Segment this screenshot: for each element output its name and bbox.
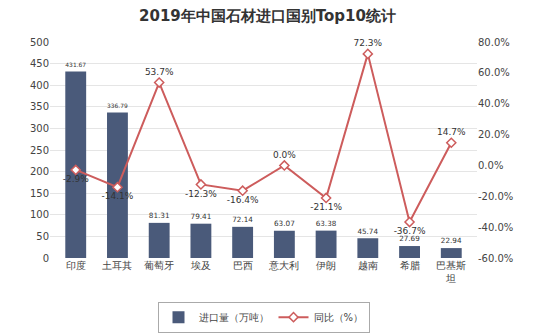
svg-text:印度: 印度 bbox=[66, 260, 86, 271]
svg-text:300: 300 bbox=[30, 123, 49, 134]
svg-text:50: 50 bbox=[36, 231, 49, 242]
svg-text:22.94: 22.94 bbox=[441, 236, 462, 245]
svg-text:-12.3%: -12.3% bbox=[185, 189, 217, 199]
svg-text:-21.1%: -21.1% bbox=[310, 202, 342, 212]
svg-text:0: 0 bbox=[43, 253, 49, 264]
svg-text:意大利: 意大利 bbox=[268, 260, 299, 271]
svg-text:150: 150 bbox=[30, 188, 49, 199]
svg-text:越南: 越南 bbox=[358, 260, 378, 271]
svg-text:-16.4%: -16.4% bbox=[227, 195, 259, 205]
svg-text:100: 100 bbox=[30, 209, 49, 220]
svg-text:72.14: 72.14 bbox=[232, 215, 253, 224]
svg-text:埃及: 埃及 bbox=[190, 260, 211, 271]
svg-text:336.79: 336.79 bbox=[107, 103, 128, 109]
svg-text:53.7%: 53.7% bbox=[145, 67, 174, 77]
svg-text:20.0%: 20.0% bbox=[478, 129, 510, 140]
svg-text:500: 500 bbox=[30, 37, 49, 48]
svg-text:81.31: 81.31 bbox=[149, 211, 170, 220]
svg-text:-20.0%: -20.0% bbox=[478, 191, 513, 202]
svg-text:伊朗: 伊朗 bbox=[316, 260, 336, 271]
svg-text:450: 450 bbox=[30, 58, 49, 69]
svg-text:80.0%: 80.0% bbox=[478, 37, 510, 48]
svg-text:希腊: 希腊 bbox=[400, 260, 420, 271]
svg-text:-2.9%: -2.9% bbox=[63, 174, 90, 184]
svg-text:-60.0%: -60.0% bbox=[478, 253, 513, 264]
svg-text:葡萄牙: 葡萄牙 bbox=[144, 260, 174, 271]
svg-text:72.3%: 72.3% bbox=[354, 38, 383, 48]
svg-text:-14.1%: -14.1% bbox=[102, 191, 134, 201]
svg-text:巴基斯坦: 巴基斯坦 bbox=[436, 260, 466, 284]
svg-text:431.67: 431.67 bbox=[65, 61, 86, 68]
svg-text:0.0%: 0.0% bbox=[273, 150, 296, 160]
svg-text:40.0%: 40.0% bbox=[478, 98, 510, 109]
svg-text:进口量（万吨）: 进口量（万吨） bbox=[199, 312, 269, 323]
svg-text:27.69: 27.69 bbox=[399, 234, 420, 243]
svg-text:400: 400 bbox=[30, 80, 49, 91]
svg-text:-40.0%: -40.0% bbox=[478, 222, 513, 233]
svg-text:土耳其: 土耳其 bbox=[102, 260, 132, 271]
svg-text:2019年中国石材进口国别Top10统计: 2019年中国石材进口国别Top10统计 bbox=[139, 7, 396, 25]
svg-text:200: 200 bbox=[30, 166, 49, 177]
svg-text:60.0%: 60.0% bbox=[478, 67, 510, 78]
svg-text:14.7%: 14.7% bbox=[437, 127, 466, 137]
svg-text:巴西: 巴西 bbox=[233, 260, 253, 271]
svg-text:79.41: 79.41 bbox=[191, 212, 212, 221]
svg-text:同比（%）: 同比（%） bbox=[314, 312, 364, 323]
svg-text:63.38: 63.38 bbox=[316, 219, 337, 228]
svg-text:45.74: 45.74 bbox=[357, 227, 378, 236]
svg-text:250: 250 bbox=[30, 145, 49, 156]
svg-text:-36.7%: -36.7% bbox=[394, 226, 426, 236]
svg-text:350: 350 bbox=[30, 101, 49, 112]
svg-text:0.0%: 0.0% bbox=[478, 160, 503, 171]
svg-text:63.07: 63.07 bbox=[274, 219, 295, 228]
